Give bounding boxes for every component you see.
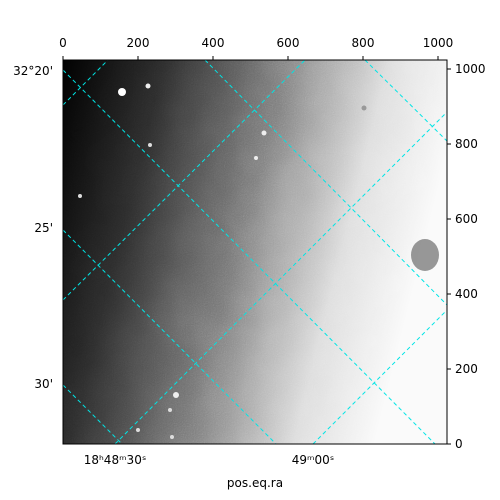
dec-label: 25'	[34, 221, 53, 235]
x-tick-label: 1000	[423, 36, 454, 50]
ticks: 0 200 400 600 800 1000 0 200 400 600 800 1000	[59, 36, 485, 451]
frame	[62, 59, 448, 445]
x-tick-label: 400	[202, 36, 225, 50]
ra-label: 49ᵐ00ˢ	[292, 453, 335, 467]
x-tick-label: 600	[277, 36, 300, 50]
sky-image	[63, 60, 447, 444]
y-tick-label: 400	[455, 287, 478, 301]
dec-label: 32°20'	[13, 64, 53, 78]
y-tick-label: 0	[455, 437, 463, 451]
x-tick-label: 200	[127, 36, 150, 50]
x-tick-label: 800	[352, 36, 375, 50]
x-tick-label: 0	[59, 36, 67, 50]
y-tick-label: 600	[455, 212, 478, 226]
x-axis-label: pos.eq.ra	[227, 476, 283, 490]
dec-label: 30'	[34, 377, 53, 391]
ra-label: 18ʰ48ᵐ30ˢ	[84, 453, 147, 467]
y-tick-label: 800	[455, 137, 478, 151]
y-tick-label: 1000	[455, 62, 486, 76]
y-tick-label: 200	[455, 362, 478, 376]
